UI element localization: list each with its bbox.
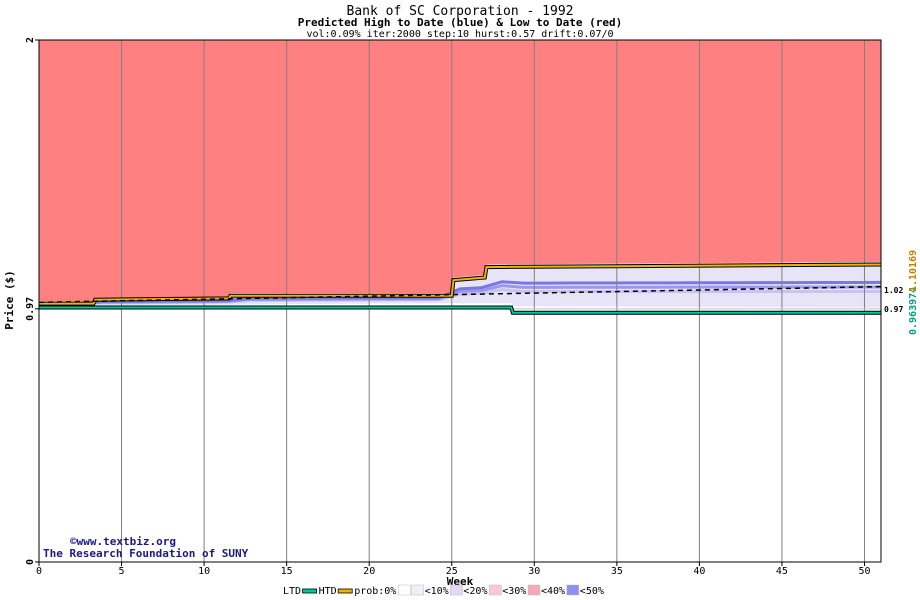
legend-swatch-4 [527, 584, 541, 596]
y-axis-label: Price ($) [3, 270, 16, 330]
low-to-date-region [39, 40, 881, 304]
legend-label-4: <40% [541, 586, 565, 597]
grid [39, 40, 881, 562]
y-tick-label-0: 0 [25, 559, 36, 565]
series-group [38, 262, 882, 315]
legend-label-ltd: LTD [283, 586, 301, 597]
series-line-ltd [39, 306, 881, 314]
x-tick-label-15: 15 [281, 566, 293, 577]
legend-swatch-ltd [302, 588, 318, 594]
x-tick-label-25: 25 [446, 566, 458, 577]
legend: LTD HTD prob:0% <10% <20% <30% <40% <50% [283, 584, 604, 597]
legend-swatch-3 [488, 584, 502, 596]
right-label-low: 0.97 [884, 305, 903, 314]
right-label-high: 1.02 [884, 286, 903, 295]
y-tick-label-1: 0.97 [25, 297, 36, 321]
plot-area [38, 40, 882, 562]
legend-swatch-2 [450, 584, 463, 596]
chart-title: Bank of SC Corporation - 1992 [347, 4, 574, 19]
band-stripe-2 [38, 280, 882, 305]
chart-subtitle: Predicted High to Date (blue) & Low to D… [298, 16, 623, 29]
legend-label-5: <50% [580, 586, 604, 597]
watermark-org: The Research Foundation of SUNY [43, 547, 249, 560]
x-tick-label-0: 0 [36, 566, 42, 577]
legend-swatch-htd [337, 588, 353, 594]
x-tick-label-5: 5 [119, 566, 125, 577]
legend-swatch-0 [398, 584, 411, 596]
x-tick-label-30: 30 [528, 566, 540, 577]
x-tick-label-10: 10 [198, 566, 210, 577]
legend-swatch-5 [566, 584, 580, 596]
legend-label-1: <10% [425, 586, 449, 597]
right-value-high: 1.10169 [908, 250, 919, 292]
y-tick-label-2: 2 [25, 37, 36, 43]
legend-swatch-1 [411, 584, 424, 596]
legend-label-htd: HTD [319, 586, 337, 597]
x-tick-label-50: 50 [858, 566, 870, 577]
x-tick-label-40: 40 [693, 566, 705, 577]
x-tick-label-20: 20 [363, 566, 375, 577]
x-tick-label-35: 35 [611, 566, 623, 577]
plot-frame [38, 39, 882, 563]
axes: 0 5 10 15 20 25 30 35 40 45 50 0 0.97 2 [25, 37, 882, 577]
legend-label-2: <20% [463, 586, 487, 597]
chart-params: vol:0.09% iter:2000 step:10 hurst:0.57 d… [306, 29, 613, 40]
right-value-low: 0.963974 [908, 287, 919, 335]
legend-label-3: <30% [502, 586, 526, 597]
legend-label-prob: prob:0% [354, 586, 396, 597]
watermark-site: ©www.textbiz.org [70, 535, 176, 548]
x-tick-label-45: 45 [776, 566, 788, 577]
